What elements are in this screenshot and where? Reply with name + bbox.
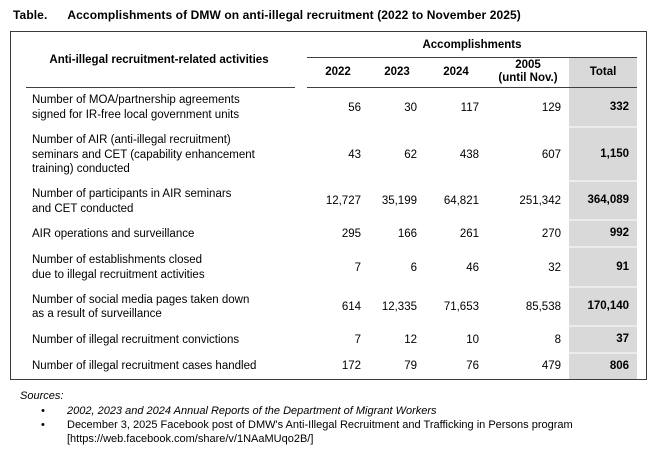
activity-cell: Number of social media pages taken down … <box>32 293 250 321</box>
data-table: Anti-illegal recruitment-related activit… <box>11 32 647 379</box>
total-cell: 1,150 <box>569 127 638 183</box>
value-cell: 270 <box>541 228 561 241</box>
table-row: Number of AIR (anti-illegal recruitment)… <box>11 127 647 183</box>
row-spacer-cell <box>637 327 647 354</box>
value-cell: 76 <box>466 359 479 372</box>
total-cell: 37 <box>569 327 638 354</box>
activity-cell: Number of establishments closed due to i… <box>32 254 205 281</box>
total-cell: 364,089 <box>569 182 638 222</box>
value-cell: 62 <box>404 148 417 161</box>
value-cell: 10 <box>466 334 479 347</box>
value-cell: 85,538 <box>525 300 561 313</box>
row-spacer-cell <box>637 127 647 183</box>
row-spacer-cell <box>637 353 647 379</box>
value-cell: 129 <box>541 101 561 114</box>
value-cell: 43 <box>348 148 361 161</box>
row-spacer-cell <box>637 221 647 249</box>
header-spacer-cell <box>637 32 646 88</box>
value-cell: 295 <box>341 228 361 241</box>
source-item: December 3, 2025 Facebook post of DMW's … <box>41 418 658 447</box>
row-spacer-cell <box>637 287 647 328</box>
value-cell: 12 <box>404 334 417 347</box>
activity-cell: AIR operations and surveillance <box>32 228 195 241</box>
value-cell: 172 <box>341 359 361 372</box>
value-cell: 8 <box>554 334 561 347</box>
column-header-2023: 2023 <box>369 58 425 89</box>
accomplishments-table: Anti-illegal recruitment-related activit… <box>10 31 647 380</box>
value-cell: 117 <box>460 101 479 114</box>
value-cell: 166 <box>397 228 417 241</box>
sources-section: Sources: 2002, 2023 and 2024 Annual Repo… <box>20 389 658 447</box>
activity-cell: Number of illegal recruitment conviction… <box>32 334 240 347</box>
value-cell: 64,821 <box>443 195 479 208</box>
table-row: AIR operations and surveillance 295 166 261… <box>11 221 647 249</box>
sources-list: 2002, 2023 and 2024 Annual Reports of th… <box>20 404 658 447</box>
total-cell: 332 <box>569 88 638 128</box>
table-row: Number of illegal recruitment conviction… <box>11 327 647 354</box>
value-cell: 12,727 <box>325 195 361 208</box>
value-cell: 607 <box>541 148 561 161</box>
value-cell: 261 <box>459 228 479 241</box>
row-spacer-cell <box>637 182 647 222</box>
total-cell: 170,140 <box>569 287 638 328</box>
table-title-text: Accomplishments of DMW on anti-illegal r… <box>67 8 521 22</box>
value-cell: 46 <box>466 261 479 274</box>
total-cell: 91 <box>569 248 638 288</box>
source-item: 2002, 2023 and 2024 Annual Reports of th… <box>41 404 658 419</box>
column-header-2024: 2024 <box>425 58 487 89</box>
table-header: Anti-illegal recruitment-related activit… <box>11 32 646 89</box>
sources-label: Sources: <box>20 389 64 402</box>
row-spacer-cell <box>637 88 647 128</box>
value-cell: 71,653 <box>443 300 479 313</box>
value-cell: 6 <box>410 261 417 274</box>
activity-cell: Number of participants in AIR seminars a… <box>32 188 232 215</box>
activity-cell: Number of AIR (anti-illegal recruitment)… <box>32 133 255 176</box>
value-cell: 35,199 <box>381 195 417 208</box>
value-cell: 438 <box>459 148 479 161</box>
total-cell: 806 <box>569 353 638 379</box>
column-header-total: Total <box>569 58 638 89</box>
activity-cell: Number of MOA/partnership agreements sig… <box>32 94 240 122</box>
value-cell: 479 <box>541 359 561 372</box>
table-row: Number of MOA/partnership agreements sig… <box>11 88 647 128</box>
table-body: Number of MOA/partnership agreements sig… <box>11 88 647 379</box>
value-cell: 30 <box>404 101 417 114</box>
value-cell: 614 <box>341 300 361 313</box>
value-cell: 251,342 <box>519 195 561 208</box>
table-row: Number of illegal recruitment cases hand… <box>11 353 647 379</box>
total-cell: 992 <box>569 221 638 249</box>
table-title-prefix: Table. <box>13 8 48 22</box>
value-cell: 7 <box>354 334 361 347</box>
activity-cell: Number of illegal recruitment cases hand… <box>32 359 257 372</box>
value-cell: 56 <box>348 101 361 114</box>
value-cell: 32 <box>548 261 561 274</box>
column-header-2022: 2022 <box>307 58 369 89</box>
table-row: Number of participants in AIR seminars a… <box>11 182 647 222</box>
page: Table. Accomplishments of DMW on anti-ill… <box>0 8 658 454</box>
table-row: Number of establishments closed due to i… <box>11 248 647 288</box>
value-cell: 7 <box>354 261 361 274</box>
value-cell: 79 <box>404 359 417 372</box>
column-group-header-accomplishments: Accomplishments <box>307 32 638 58</box>
column-header-2025-until-nov: 2005 (until Nov.) <box>487 58 569 89</box>
row-spacer-cell <box>637 248 647 288</box>
column-header-activities: Anti-illegal recruitment-related activit… <box>11 32 307 89</box>
table-title: Table. Accomplishments of DMW on anti-ill… <box>13 8 658 22</box>
table-row: Number of social media pages taken down … <box>11 287 647 328</box>
value-cell: 12,335 <box>381 300 417 313</box>
